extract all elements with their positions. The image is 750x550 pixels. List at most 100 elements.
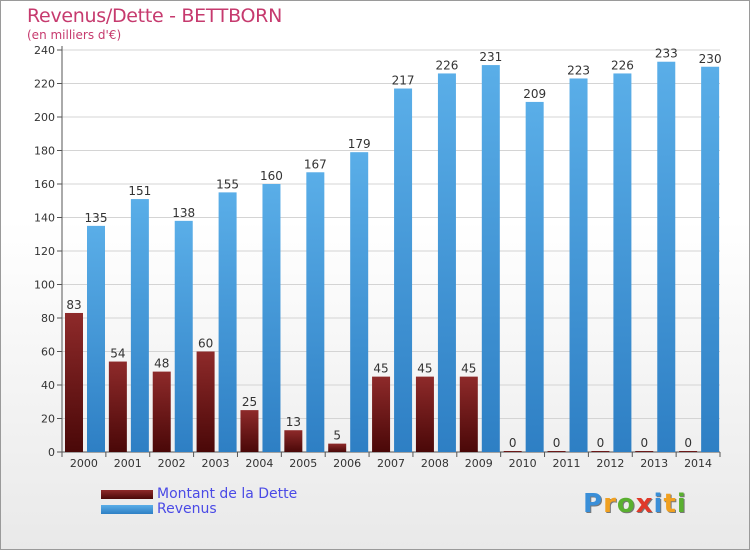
logo-letter: r bbox=[603, 489, 617, 519]
bar-debt bbox=[459, 376, 478, 452]
data-label-debt: 25 bbox=[242, 395, 257, 409]
proxiti-logo: Proxiti bbox=[583, 489, 687, 519]
legend-item-revenue: Revenus bbox=[101, 502, 297, 517]
data-label-debt: 60 bbox=[198, 337, 213, 351]
data-label-revenue: 209 bbox=[523, 87, 546, 101]
data-label-debt: 0 bbox=[553, 436, 561, 450]
x-tick-label: 2002 bbox=[158, 457, 186, 470]
bar-debt bbox=[152, 371, 171, 452]
y-tick-label: 180 bbox=[34, 145, 55, 158]
data-label-revenue: 231 bbox=[479, 50, 502, 64]
bar-revenue bbox=[613, 73, 632, 452]
logo-letter: o bbox=[616, 489, 636, 519]
x-tick-label: 2006 bbox=[333, 457, 361, 470]
bar-debt bbox=[635, 451, 654, 452]
x-tick-label: 2001 bbox=[114, 457, 142, 470]
bar-debt bbox=[591, 451, 610, 452]
bar-debt bbox=[65, 312, 83, 452]
bar-revenue bbox=[569, 78, 588, 452]
bar-revenue bbox=[306, 172, 325, 452]
bar-revenue bbox=[262, 184, 281, 452]
x-tick-label: 2000 bbox=[70, 457, 98, 470]
bar-debt bbox=[284, 430, 303, 452]
chart-subtitle: (en milliers d'€) bbox=[27, 28, 122, 42]
x-tick-label: 2008 bbox=[421, 457, 449, 470]
legend-swatch-revenue bbox=[101, 505, 153, 514]
bar-revenue bbox=[130, 199, 149, 452]
data-label-debt: 5 bbox=[333, 429, 341, 443]
x-tick-label: 2005 bbox=[289, 457, 317, 470]
logo-letter: P bbox=[583, 489, 604, 519]
y-tick-label: 220 bbox=[34, 78, 55, 91]
data-label-debt: 0 bbox=[684, 436, 692, 450]
y-tick-label: 120 bbox=[34, 245, 55, 258]
logo-letter: x bbox=[635, 489, 654, 519]
bar-debt bbox=[108, 361, 127, 452]
bar-revenue bbox=[394, 88, 413, 453]
bar-debt bbox=[547, 451, 566, 452]
data-label-revenue: 138 bbox=[172, 206, 195, 220]
bar-debt bbox=[240, 410, 259, 452]
bar-revenue bbox=[87, 225, 105, 452]
x-tick-label: 2007 bbox=[377, 457, 405, 470]
data-label-revenue: 226 bbox=[435, 58, 458, 72]
data-label-debt: 45 bbox=[373, 362, 388, 376]
bar-revenue bbox=[481, 65, 500, 452]
data-label-debt: 48 bbox=[154, 357, 169, 371]
logo-letter: t bbox=[663, 489, 677, 519]
bar-revenue bbox=[657, 61, 676, 452]
data-label-revenue: 167 bbox=[304, 157, 327, 171]
x-tick-label: 2013 bbox=[640, 457, 668, 470]
logo-letter: i bbox=[653, 489, 664, 519]
y-tick-label: 60 bbox=[41, 346, 55, 359]
data-label-debt: 0 bbox=[640, 436, 648, 450]
data-label-debt: 45 bbox=[417, 362, 432, 376]
x-tick-label: 2012 bbox=[596, 457, 624, 470]
y-tick-label: 0 bbox=[48, 446, 55, 459]
bar-debt bbox=[328, 443, 347, 452]
y-tick-label: 160 bbox=[34, 178, 55, 191]
data-label-debt: 0 bbox=[509, 436, 517, 450]
x-tick-label: 2011 bbox=[552, 457, 580, 470]
x-tick-label: 2003 bbox=[202, 457, 230, 470]
data-label-revenue: 217 bbox=[392, 74, 415, 88]
grid-lines bbox=[62, 49, 720, 453]
data-label-revenue: 135 bbox=[85, 211, 108, 225]
y-tick-label: 80 bbox=[41, 312, 55, 325]
bar-debt bbox=[372, 376, 391, 452]
bar-debt bbox=[679, 451, 698, 452]
bar-debt bbox=[196, 351, 215, 452]
data-label-debt: 54 bbox=[110, 347, 125, 361]
legend-swatch-debt bbox=[101, 490, 153, 499]
y-tick-label: 40 bbox=[41, 379, 55, 392]
data-labels: 83 135 54 151 48 138 60 155 25 160 13 167 5 179 45 217 4… bbox=[66, 47, 721, 450]
data-label-debt: 13 bbox=[286, 415, 301, 429]
axes: 0 20 40 60 80 100 120 140 160 180 200 220 240 2000 200… bbox=[34, 44, 721, 470]
y-tick-label: 200 bbox=[34, 111, 55, 124]
legend-item-debt: Montant de la Dette bbox=[101, 487, 297, 502]
bar-debt bbox=[415, 376, 434, 452]
data-label-revenue: 151 bbox=[128, 184, 151, 198]
data-label-revenue: 226 bbox=[611, 58, 634, 72]
logo-letter: i bbox=[676, 489, 687, 519]
data-label-revenue: 179 bbox=[348, 137, 371, 151]
bar-revenue bbox=[525, 101, 544, 453]
y-tick-label: 20 bbox=[41, 413, 55, 426]
data-label-debt: 0 bbox=[597, 436, 605, 450]
data-label-revenue: 155 bbox=[216, 177, 239, 191]
data-label-revenue: 160 bbox=[260, 169, 283, 183]
data-label-revenue: 223 bbox=[567, 63, 590, 77]
bar-revenue bbox=[174, 220, 193, 452]
y-tick-label: 140 bbox=[34, 212, 55, 225]
y-tick-label: 240 bbox=[34, 44, 55, 57]
x-tick-label: 2009 bbox=[465, 457, 493, 470]
legend: Montant de la Dette Revenus bbox=[101, 487, 297, 517]
x-tick-label: 2010 bbox=[509, 457, 537, 470]
bar-revenue bbox=[350, 152, 369, 453]
data-label-debt: 45 bbox=[461, 362, 476, 376]
data-label-debt: 83 bbox=[66, 298, 81, 312]
bar-revenue bbox=[437, 73, 456, 452]
bar-revenue bbox=[218, 192, 237, 452]
y-tick-label: 100 bbox=[34, 279, 55, 292]
